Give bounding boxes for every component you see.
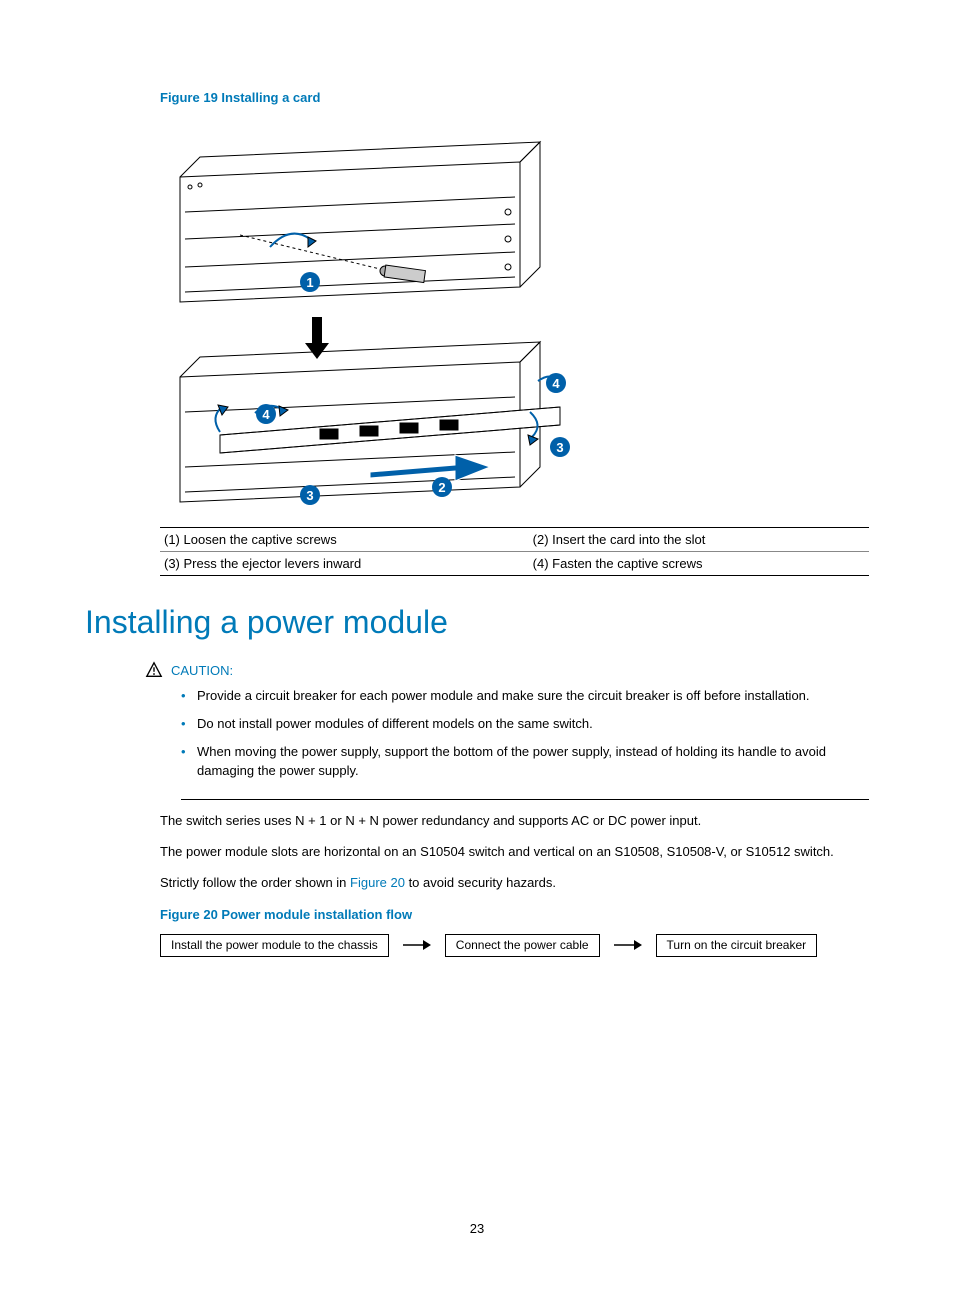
body-paragraph: The switch series uses N + 1 or N + N po… (160, 812, 869, 831)
text-fragment: to avoid security hazards. (405, 875, 556, 890)
caution-icon (145, 661, 163, 679)
svg-text:1: 1 (306, 275, 313, 290)
flow-node: Install the power module to the chassis (160, 934, 389, 957)
body-paragraph: Strictly follow the order shown in Figur… (160, 874, 869, 893)
svg-text:2: 2 (438, 480, 445, 495)
figure-20-flowchart: Install the power module to the chassis … (160, 934, 869, 957)
figure-19-caption: Figure 19 Installing a card (160, 90, 869, 105)
table-cell: (4) Fasten the captive screws (529, 552, 869, 576)
svg-text:3: 3 (306, 488, 313, 503)
arrow-right-icon (614, 939, 642, 951)
svg-text:4: 4 (552, 376, 560, 391)
figure-20-link[interactable]: Figure 20 (350, 875, 405, 890)
table-cell: (3) Press the ejector levers inward (160, 552, 529, 576)
figure-19-diagram: 1 (160, 117, 869, 517)
figure-19-callout-table: (1) Loosen the captive screws (2) Insert… (160, 527, 869, 576)
table-cell: (2) Insert the card into the slot (529, 528, 869, 552)
arrow-right-icon (403, 939, 431, 951)
caution-block: CAUTION: Provide a circuit breaker for e… (145, 661, 869, 800)
list-item: When moving the power supply, support th… (181, 743, 869, 781)
svg-text:4: 4 (262, 407, 270, 422)
body-paragraph: The power module slots are horizontal on… (160, 843, 869, 862)
list-item: Do not install power modules of differen… (181, 715, 869, 734)
section-heading: Installing a power module (85, 604, 869, 641)
figure-20-caption: Figure 20 Power module installation flow (160, 907, 869, 922)
caution-list: Provide a circuit breaker for each power… (181, 687, 869, 800)
text-fragment: Strictly follow the order shown in (160, 875, 350, 890)
page-number: 23 (0, 1221, 954, 1236)
svg-text:3: 3 (556, 440, 563, 455)
caution-label: CAUTION: (171, 663, 233, 678)
list-item: Provide a circuit breaker for each power… (181, 687, 869, 706)
table-cell: (1) Loosen the captive screws (160, 528, 529, 552)
flow-node: Connect the power cable (445, 934, 600, 957)
flow-node: Turn on the circuit breaker (656, 934, 818, 957)
